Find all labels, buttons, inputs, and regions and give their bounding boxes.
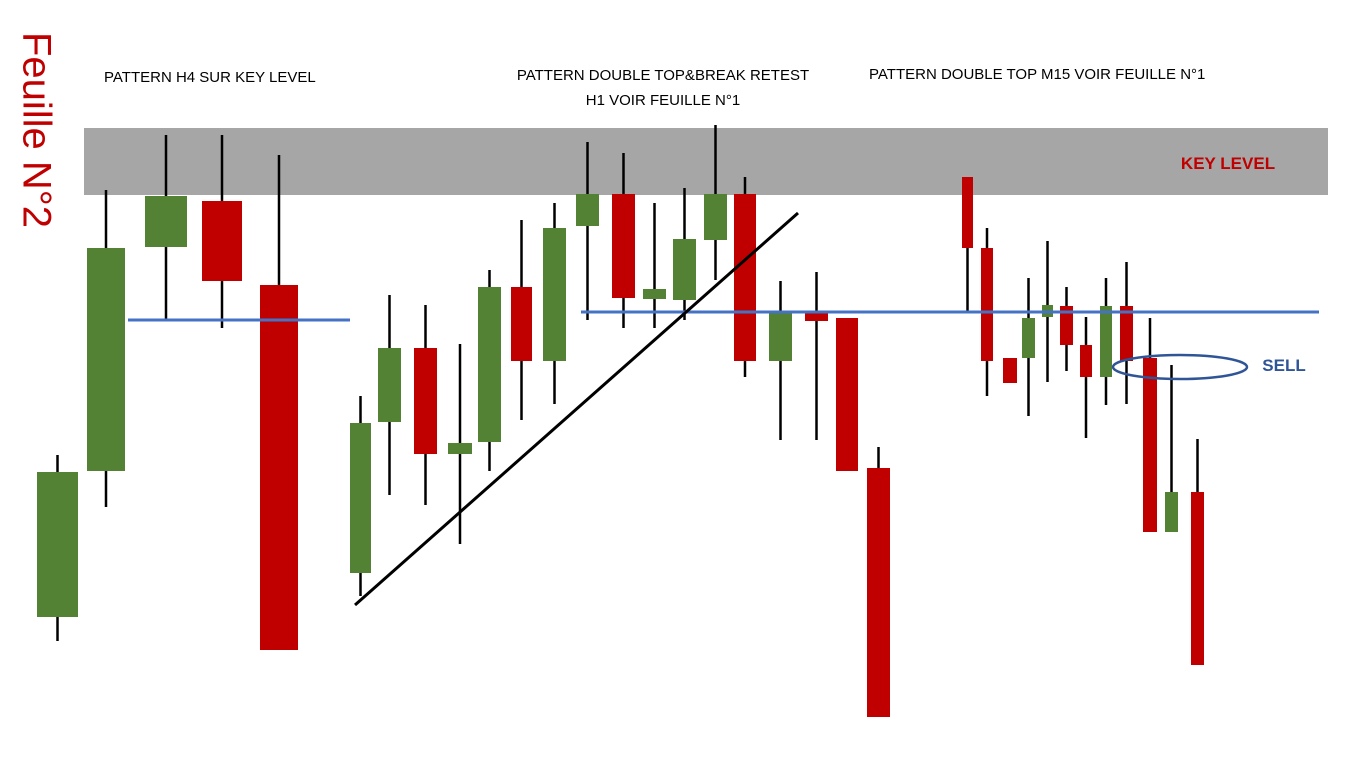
candle-body	[414, 348, 437, 454]
candle-body	[260, 285, 298, 650]
candle-body	[962, 177, 973, 248]
candle-body	[612, 194, 635, 298]
candle-body	[805, 311, 828, 321]
candle-body	[37, 472, 78, 617]
candle-body	[769, 313, 792, 361]
candle-body	[378, 348, 401, 422]
candle-body	[350, 423, 371, 573]
candle-body	[1022, 318, 1035, 358]
candle-body	[576, 194, 599, 226]
candle-body	[1080, 345, 1092, 377]
candle-body	[448, 443, 472, 454]
key-level-zone	[84, 128, 1328, 195]
candle-body	[704, 194, 727, 240]
candle-body	[1003, 358, 1017, 383]
candle-body	[867, 468, 890, 717]
pattern-label: H1 VOIR FEUILLE N°1	[586, 92, 740, 109]
sell-label: SELL	[1262, 356, 1305, 375]
candle-body	[1100, 306, 1112, 377]
candle-body	[87, 248, 125, 471]
trend-line	[354, 211, 799, 607]
candle-body	[511, 287, 532, 361]
pattern-label: PATTERN DOUBLE TOP&BREAK RETEST	[517, 67, 809, 84]
candle-body	[1120, 306, 1133, 361]
candle-body	[543, 228, 566, 361]
candle-body	[836, 318, 858, 471]
candle-body	[673, 239, 696, 300]
pattern-label: PATTERN DOUBLE TOP M15 VOIR FEUILLE N°1	[869, 66, 1205, 83]
candle-body	[643, 289, 666, 299]
candle-body	[1060, 306, 1073, 345]
candle-body	[734, 194, 756, 361]
candle-body	[1165, 492, 1178, 532]
candle-body	[1191, 492, 1204, 665]
pattern-label: PATTERN H4 SUR KEY LEVEL	[104, 69, 316, 86]
candle-body	[145, 196, 187, 247]
candle-body	[981, 248, 993, 361]
sheet-title: Feuille N°2	[14, 32, 58, 228]
candles	[37, 125, 1204, 717]
sell-zone	[1111, 353, 1249, 381]
candle-body	[1143, 358, 1157, 532]
candle-body	[478, 287, 501, 442]
candle-body	[202, 201, 242, 281]
key-level-label: KEY LEVEL	[1181, 154, 1275, 173]
